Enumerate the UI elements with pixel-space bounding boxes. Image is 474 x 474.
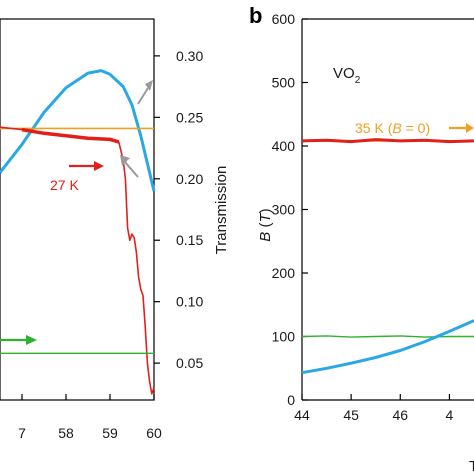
panel-a-y2-tick-label: 0.10 — [176, 294, 203, 310]
panel-b-series-line — [301, 319, 474, 375]
panel-a-y2-tick-label: 0.30 — [176, 48, 203, 64]
panel-b-title-sub: 2 — [355, 75, 361, 86]
panel-b-y-tick-label: 200 — [272, 265, 296, 281]
orange-arrow-annotation — [449, 123, 474, 133]
panel-a-series-line — [0, 69, 156, 192]
panel-b-title: VO2 — [333, 65, 361, 86]
panel-a-y2-tick-label: 0.05 — [176, 355, 203, 371]
panel-b-series-line — [301, 335, 474, 338]
red-arrow-annotation — [69, 161, 104, 171]
panel-a-y2-tick-label: 0.20 — [176, 171, 203, 187]
panel-b-title-main: VO — [333, 65, 355, 82]
annotation-35k-head: 35 K ( — [355, 120, 393, 136]
panel-b-x-tick-label: 4 — [446, 407, 454, 423]
grey-arrow-upper — [137, 80, 153, 105]
panel-b-y-tick-label: 600 — [272, 11, 296, 27]
annotation-27k: 27 K — [50, 177, 79, 193]
panel-a-series-line-thick — [21, 127, 120, 144]
panel-b-x-axis-ticks: 44 45 46 4 — [294, 394, 454, 423]
panel-a-x-tick-label: 7 — [18, 425, 26, 441]
panel-b-y-tick-label: 300 — [272, 202, 296, 218]
panel-b-y-tick-label: 0 — [287, 392, 295, 408]
panel-b-y-tick-label: 100 — [272, 329, 296, 345]
panel-b-x-tick-label: 44 — [294, 407, 310, 423]
panel-a-x-axis-ticks: 7 58 59 60 — [18, 394, 162, 441]
panel-b-x-tick-label: 46 — [392, 407, 408, 423]
panel-a-series — [0, 69, 156, 395]
panel-b-x-tick-label: 45 — [343, 407, 359, 423]
panel-a-y2-tick-label: 0.15 — [176, 232, 203, 248]
panel-a-axes-frame — [0, 18, 155, 401]
panel-a-x-tick-label: 60 — [146, 425, 162, 441]
annotation-35k-var: B — [392, 120, 401, 136]
panel-b-y-axis-ticks: 0 100 200 300 400 500 600 — [272, 11, 308, 408]
annotation-35k: 35 K (B = 0) — [355, 120, 430, 136]
panel-a: 0.05 0.10 0.15 0.20 0.25 0.30 7 58 59 60 Transmi… — [0, 18, 230, 441]
panel-b-letter: b — [249, 3, 262, 28]
panel-b-y-axis-label-var: T — [257, 211, 274, 222]
grey-arrow-lower — [120, 155, 139, 178]
panel-b-y-tick-label: 400 — [272, 138, 296, 154]
panel-b-y-axis-label: B (T) — [257, 208, 274, 241]
panel-b-y-tick-label: 500 — [272, 75, 296, 91]
panel-b-y-axis-label-main: B — [257, 232, 274, 242]
panel-a-right-axis-ticks: 0.05 0.10 0.15 0.20 0.25 0.30 — [154, 48, 203, 371]
panel-b-x-axis-label: T — [469, 458, 474, 474]
panel-a-y2-axis-label: Transmission — [213, 166, 230, 255]
panel-a-y2-tick-label: 0.25 — [176, 109, 203, 125]
green-arrow-annotation — [0, 335, 37, 345]
panel-b-series — [301, 138, 474, 375]
annotation-35k-tail: = 0) — [402, 120, 430, 136]
panel-a-x-tick-label: 58 — [58, 425, 74, 441]
panel-a-x-tick-label: 59 — [102, 425, 118, 441]
panel-b-series-line — [301, 138, 474, 144]
